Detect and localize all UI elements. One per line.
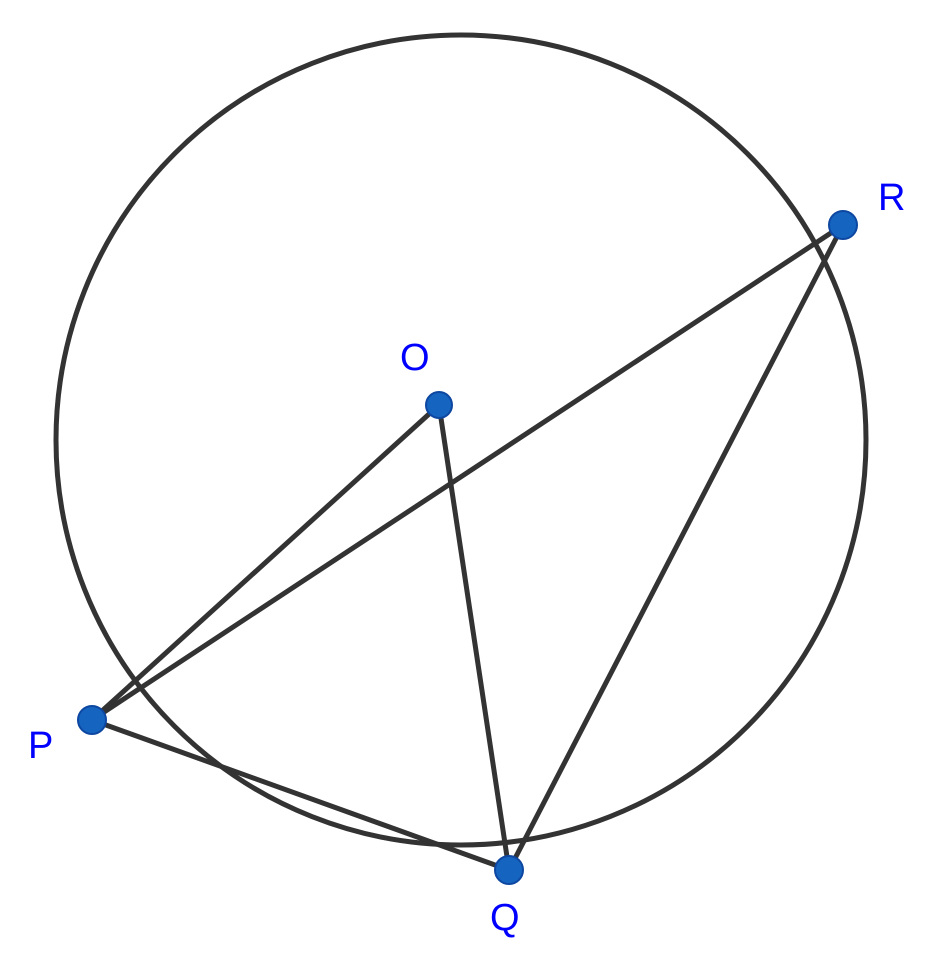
geometry-diagram: O R P Q bbox=[0, 0, 929, 961]
point-O bbox=[426, 392, 452, 418]
line-PR bbox=[92, 225, 843, 720]
line-RQ bbox=[509, 225, 843, 870]
point-P bbox=[78, 706, 106, 734]
label-Q: Q bbox=[490, 897, 520, 939]
label-R: R bbox=[878, 177, 905, 219]
label-O: O bbox=[400, 337, 430, 379]
label-P: P bbox=[28, 725, 53, 767]
point-R bbox=[829, 211, 857, 239]
main-circle bbox=[56, 35, 866, 845]
line-PO bbox=[92, 405, 439, 720]
line-PQ bbox=[92, 720, 509, 870]
line-OQ bbox=[439, 405, 509, 870]
point-Q bbox=[495, 856, 523, 884]
